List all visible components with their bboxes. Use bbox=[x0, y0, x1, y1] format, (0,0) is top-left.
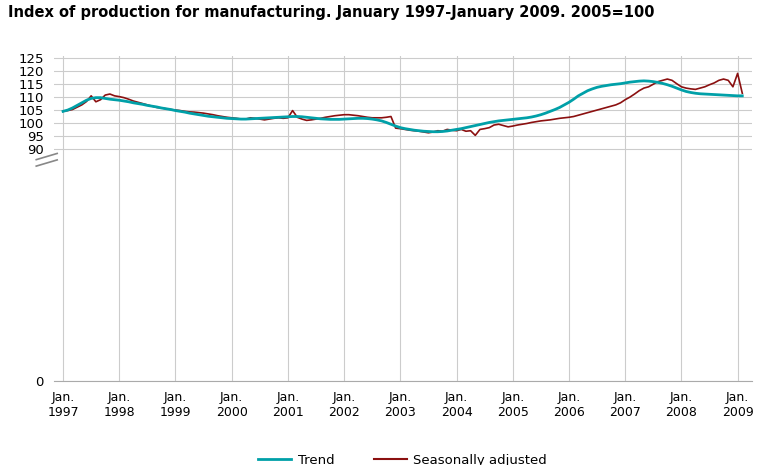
Text: Index of production for manufacturing. January 1997-January 2009. 2005=100: Index of production for manufacturing. J… bbox=[8, 5, 654, 20]
Legend: Trend, Seasonally adjusted: Trend, Seasonally adjusted bbox=[253, 449, 552, 465]
